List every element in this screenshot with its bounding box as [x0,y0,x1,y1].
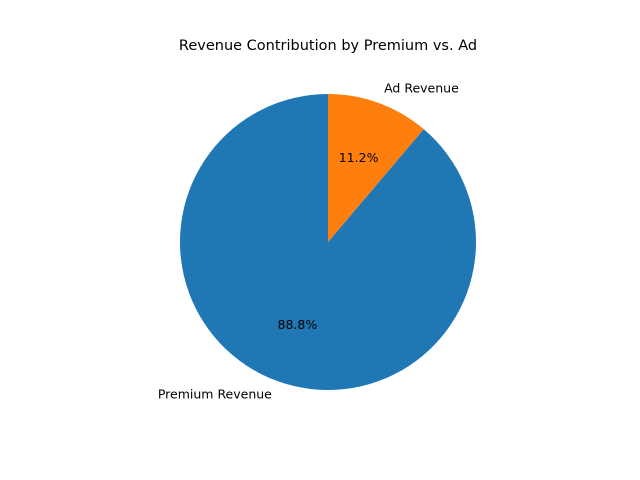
slice-label-ad-revenue: Ad Revenue [384,81,459,96]
chart-title: Revenue Contribution by Premium vs. Ad [179,38,477,54]
pie-labels: Premium Revenue 88.8% Ad Revenue 11.2% [158,81,459,402]
slice-percent-ad-revenue: 11.2% [339,150,379,165]
pie-slice-ad-revenue [328,94,424,242]
pie-slice-premium-revenue [180,94,477,390]
slice-label-premium-revenue: Premium Revenue [158,386,272,401]
slice-percent-premium-revenue: 88.8% [278,317,318,332]
pie-slices [180,94,477,390]
